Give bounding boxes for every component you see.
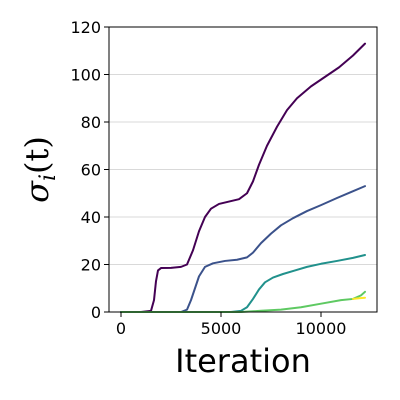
y-tick-label: 120 <box>70 18 101 37</box>
y-tick-label: 60 <box>81 161 101 180</box>
y-axis-label-rest: (t) <box>18 136 56 174</box>
x-axis-label: Iteration <box>175 342 311 380</box>
grid <box>109 74 377 265</box>
x-tick-label: 0 <box>116 319 126 338</box>
axes: 0 20 40 60 80 100 120 0 5000 10000 <box>70 18 346 338</box>
x-tick-label: 10000 <box>296 319 347 338</box>
y-axis-label-sigma: σ <box>18 180 56 203</box>
series-line-1 <box>120 42 366 313</box>
series-line-3 <box>120 254 366 313</box>
y-tick-label: 20 <box>81 256 101 275</box>
series-line-4 <box>120 290 366 313</box>
series-line-2 <box>120 185 366 313</box>
y-tick-label: 0 <box>91 303 101 322</box>
y-axis-label: σi(t) <box>18 136 61 203</box>
y-tick-label: 100 <box>70 66 101 85</box>
x-tick-label: 5000 <box>201 319 242 338</box>
series-line-5 <box>352 296 366 300</box>
y-tick-label: 40 <box>81 208 101 227</box>
y-tick-label: 80 <box>81 113 101 132</box>
y-axis-label-sub: i <box>36 174 61 181</box>
series-group <box>120 42 366 313</box>
